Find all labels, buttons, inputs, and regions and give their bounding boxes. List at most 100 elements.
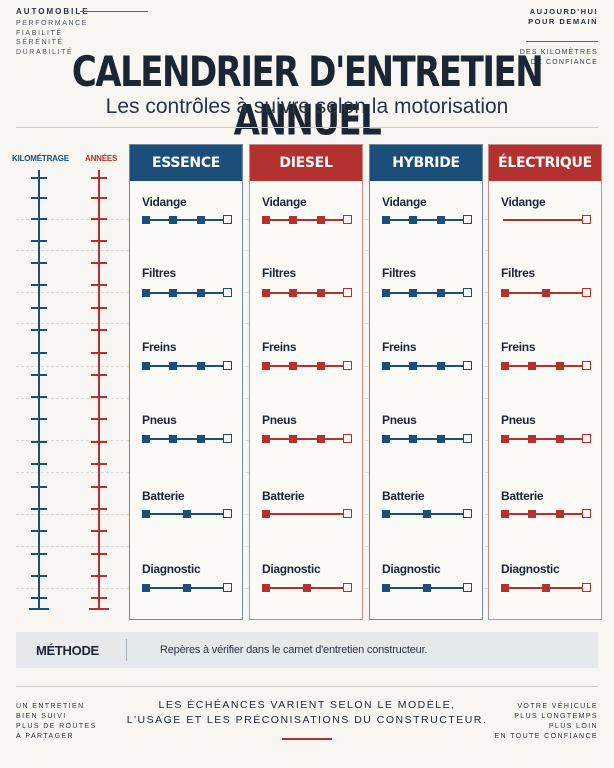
interval-mark <box>528 435 536 443</box>
interval-end-mark <box>582 509 591 518</box>
interval-mark <box>382 435 390 443</box>
interval-track <box>382 215 472 225</box>
interval-mark <box>501 362 509 370</box>
interval-mark <box>169 216 177 224</box>
service-label: Filtres <box>382 266 416 280</box>
years-tick <box>91 441 107 443</box>
service-label: Filtres <box>262 266 296 280</box>
top-right-divider <box>526 41 598 42</box>
years-tick <box>91 530 107 532</box>
years-tick <box>91 307 107 309</box>
years-tick <box>91 463 107 465</box>
service-label: Freins <box>262 340 297 354</box>
service-label: Batterie <box>382 489 425 503</box>
top-right-note: DES KILOMÈTRES DE CONFIANCE <box>520 48 598 67</box>
interval-mark <box>556 435 564 443</box>
page-subtitle: Les contrôles à suivre selon la motorisa… <box>105 95 509 118</box>
method-separator <box>126 639 127 661</box>
footer-accent-rule <box>282 738 332 740</box>
interval-end-mark <box>223 434 232 443</box>
interval-line <box>384 438 468 440</box>
interval-line <box>144 438 228 440</box>
method-label: MÉTHODE <box>36 643 99 658</box>
service-label: Diagnostic <box>382 562 441 576</box>
top-right-note-line: DES KILOMÈTRES <box>519 49 598 56</box>
interval-end-mark <box>582 583 591 592</box>
service-label: Freins <box>142 340 177 354</box>
km-tick <box>31 418 47 420</box>
tagline: PERFORMANCE <box>16 20 89 27</box>
interval-line <box>144 219 228 221</box>
km-tick <box>31 329 47 331</box>
footer-left-line: PLUS DE ROUTES <box>16 723 97 730</box>
interval-mark <box>303 584 311 592</box>
service-label: Vidange <box>382 195 427 209</box>
interval-mark <box>317 289 325 297</box>
years-tick <box>91 486 107 488</box>
km-tick <box>31 197 47 199</box>
interval-mark <box>423 510 431 518</box>
brand-label: AUTOMOBILE <box>16 7 90 16</box>
interval-mark <box>289 289 297 297</box>
service-label: Vidange <box>501 195 546 209</box>
interval-mark <box>289 216 297 224</box>
interval-mark <box>262 289 270 297</box>
interval-mark <box>183 510 191 518</box>
interval-end-mark <box>223 361 232 370</box>
interval-track <box>382 583 472 593</box>
interval-mark <box>317 435 325 443</box>
interval-mark <box>501 510 509 518</box>
km-ruler <box>38 170 40 610</box>
footer-left-line: BIEN SUIVI <box>16 713 67 720</box>
interval-mark <box>262 216 270 224</box>
service-label: Filtres <box>501 266 535 280</box>
interval-mark <box>501 584 509 592</box>
years-tick <box>91 240 107 242</box>
column-header: HYBRIDE <box>370 145 482 181</box>
interval-track <box>501 583 591 593</box>
footer-note: LES ÉCHÉANCES VARIENT SELON LE MODÈLE, L… <box>0 698 614 728</box>
interval-end-mark <box>343 215 352 224</box>
km-tick <box>31 218 47 220</box>
interval-end-mark <box>223 583 232 592</box>
years-tick <box>91 508 107 510</box>
km-tick <box>31 597 47 599</box>
km-tick <box>31 441 47 443</box>
km-tick <box>31 177 47 179</box>
interval-track <box>262 361 352 371</box>
interval-mark <box>197 435 205 443</box>
interval-track <box>382 288 472 298</box>
service-label: Batterie <box>262 489 305 503</box>
km-ruler-base <box>29 608 49 610</box>
interval-mark <box>142 216 150 224</box>
km-tick <box>31 530 47 532</box>
interval-mark <box>437 362 445 370</box>
interval-track <box>142 288 232 298</box>
interval-end-mark <box>582 215 591 224</box>
years-tick <box>91 396 107 398</box>
interval-line <box>264 219 348 221</box>
footer-right-line: PLUS LOIN <box>548 723 598 730</box>
interval-line <box>384 292 468 294</box>
interval-mark <box>556 510 564 518</box>
brand-divider <box>80 11 148 12</box>
years-tick <box>91 329 107 331</box>
service-label: Batterie <box>142 489 185 503</box>
interval-track <box>382 509 472 519</box>
km-tick <box>31 352 47 354</box>
interval-mark <box>542 289 550 297</box>
interval-line <box>264 438 348 440</box>
km-tick <box>31 463 47 465</box>
years-ruler <box>98 170 100 610</box>
interval-end-mark <box>343 509 352 518</box>
footer-left-line: À PARTAGER <box>16 733 74 740</box>
service-label: Filtres <box>142 266 176 280</box>
interval-mark <box>437 435 445 443</box>
years-tick <box>91 575 107 577</box>
interval-end-mark <box>223 288 232 297</box>
years-tick <box>91 218 107 220</box>
interval-end-mark <box>343 288 352 297</box>
interval-mark <box>382 289 390 297</box>
interval-mark <box>528 510 536 518</box>
service-label: Batterie <box>501 489 544 503</box>
